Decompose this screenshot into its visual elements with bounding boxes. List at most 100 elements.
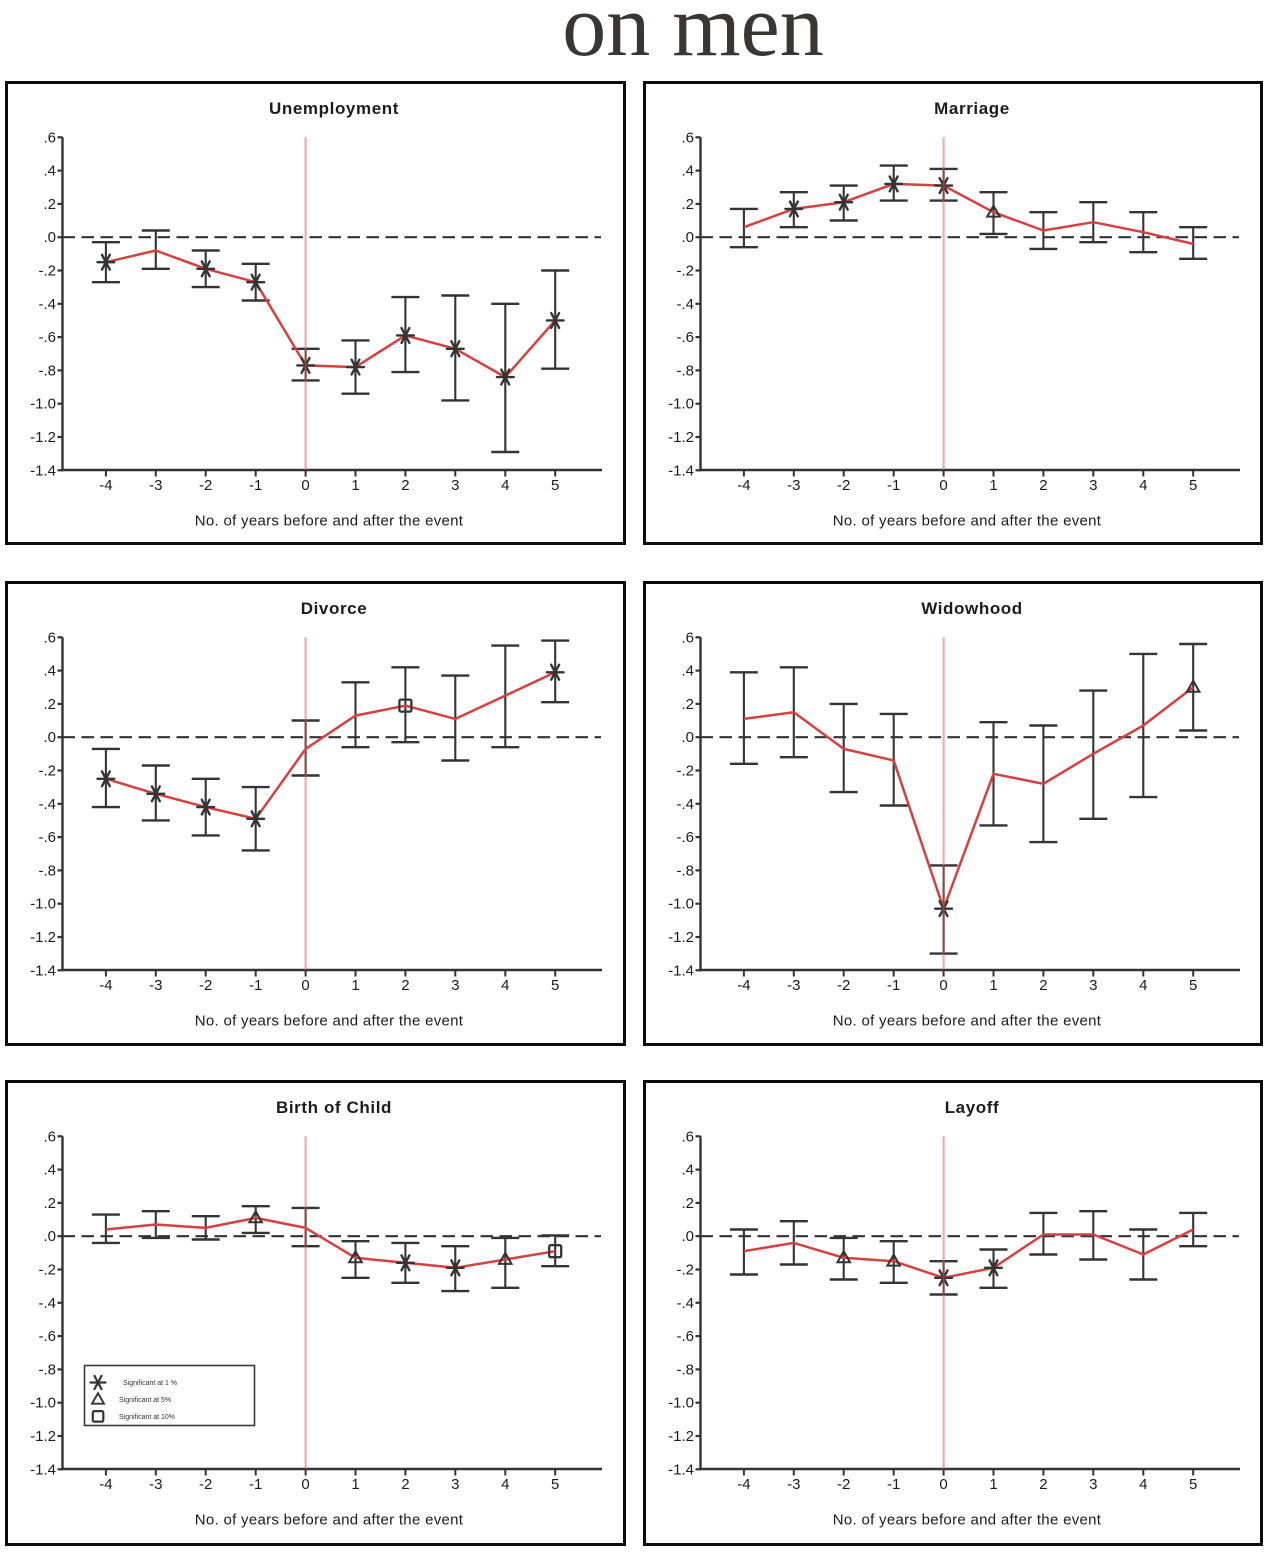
svg-text:4: 4: [1139, 1476, 1147, 1493]
svg-text:-2: -2: [199, 1476, 212, 1493]
svg-text:-1.2: -1.2: [30, 429, 56, 446]
svg-text:-4: -4: [737, 977, 750, 994]
svg-text:4: 4: [501, 1476, 509, 1493]
svg-text:-1: -1: [249, 477, 262, 494]
svg-text:-4: -4: [99, 977, 112, 994]
svg-text:-1: -1: [887, 977, 900, 994]
svg-text:-1.0: -1.0: [30, 896, 56, 913]
svg-text:-2: -2: [837, 477, 850, 494]
svg-text:1: 1: [989, 477, 997, 494]
svg-text:-1.4: -1.4: [668, 1461, 694, 1478]
svg-text:0: 0: [939, 477, 947, 494]
svg-text:-1.4: -1.4: [30, 462, 56, 479]
svg-text:-.4: -.4: [38, 796, 56, 813]
svg-text:-1: -1: [249, 977, 262, 994]
svg-text:-.2: -.2: [38, 263, 56, 280]
svg-text:-1.4: -1.4: [30, 1461, 56, 1478]
svg-text:.4: .4: [43, 1162, 56, 1179]
svg-text:5: 5: [551, 1476, 559, 1493]
svg-text:3: 3: [1089, 1476, 1097, 1493]
svg-text:-.2: -.2: [676, 763, 694, 780]
svg-text:4: 4: [501, 477, 509, 494]
svg-text:-3: -3: [787, 977, 800, 994]
svg-text:-1.4: -1.4: [30, 962, 56, 979]
svg-text:-.4: -.4: [676, 796, 694, 813]
svg-text:.2: .2: [681, 696, 694, 713]
svg-text:-1.2: -1.2: [668, 929, 694, 946]
svg-text:-.4: -.4: [676, 296, 694, 313]
svg-text:No. of years before and after: No. of years before and after the event: [833, 1013, 1102, 1030]
svg-text:.6: .6: [43, 1128, 56, 1145]
svg-text:Marriage: Marriage: [934, 99, 1010, 118]
svg-text:-.2: -.2: [38, 763, 56, 780]
svg-text:-.6: -.6: [38, 829, 56, 846]
svg-text:-.4: -.4: [38, 296, 56, 313]
svg-text:3: 3: [451, 477, 459, 494]
svg-text:-.6: -.6: [676, 829, 694, 846]
svg-text:.6: .6: [43, 629, 56, 646]
svg-text:-.8: -.8: [676, 362, 694, 379]
svg-text:-2: -2: [837, 977, 850, 994]
svg-text:-4: -4: [737, 1476, 750, 1493]
svg-text:-.4: -.4: [676, 1295, 694, 1312]
svg-text:-1.2: -1.2: [30, 929, 56, 946]
svg-text:-1.0: -1.0: [668, 1395, 694, 1412]
svg-text:.2: .2: [43, 196, 56, 213]
svg-text:2: 2: [401, 977, 409, 994]
svg-text:-1.0: -1.0: [668, 896, 694, 913]
svg-text:-3: -3: [787, 1476, 800, 1493]
svg-text:-.2: -.2: [676, 263, 694, 280]
svg-text:Widowhood: Widowhood: [921, 599, 1023, 618]
svg-text:.4: .4: [681, 663, 694, 680]
svg-text:-3: -3: [149, 977, 162, 994]
svg-text:-.6: -.6: [38, 1328, 56, 1345]
svg-text:1: 1: [989, 1476, 997, 1493]
svg-text:No. of years before and after: No. of years before and after the event: [195, 513, 464, 530]
svg-text:Divorce: Divorce: [301, 599, 368, 618]
svg-text:No. of years before and after: No. of years before and after the event: [833, 1512, 1102, 1529]
svg-text:0: 0: [301, 477, 309, 494]
svg-text:2: 2: [401, 477, 409, 494]
svg-text:3: 3: [451, 977, 459, 994]
svg-text:Layoff: Layoff: [945, 1098, 1000, 1117]
svg-text:No. of years before and after: No. of years before and after the event: [833, 513, 1102, 530]
svg-text:-.8: -.8: [676, 1361, 694, 1378]
svg-text:.6: .6: [681, 129, 694, 146]
svg-text:-.2: -.2: [38, 1262, 56, 1279]
svg-text:-.6: -.6: [676, 1328, 694, 1345]
svg-text:5: 5: [551, 977, 559, 994]
svg-text:-1.2: -1.2: [668, 429, 694, 446]
svg-text:4: 4: [1139, 977, 1147, 994]
svg-text:.0: .0: [43, 229, 56, 246]
svg-text:2: 2: [1039, 477, 1047, 494]
svg-text:0: 0: [301, 1476, 309, 1493]
svg-text:1: 1: [989, 977, 997, 994]
svg-text:.6: .6: [681, 1128, 694, 1145]
svg-text:-.8: -.8: [38, 1361, 56, 1378]
svg-text:1: 1: [351, 977, 359, 994]
svg-text:-1.0: -1.0: [30, 396, 56, 413]
svg-text:-1.4: -1.4: [668, 462, 694, 479]
svg-text:Significant at 5%: Significant at 5%: [119, 1397, 171, 1404]
svg-text:3: 3: [451, 1476, 459, 1493]
svg-text:-.8: -.8: [38, 862, 56, 879]
svg-text:5: 5: [1189, 977, 1197, 994]
svg-text:2: 2: [1039, 1476, 1047, 1493]
svg-text:-2: -2: [837, 1476, 850, 1493]
svg-text:2: 2: [1039, 977, 1047, 994]
svg-text:.2: .2: [43, 696, 56, 713]
svg-text:-.6: -.6: [676, 329, 694, 346]
svg-text:-4: -4: [99, 1476, 112, 1493]
svg-text:4: 4: [501, 977, 509, 994]
svg-text:Significant at 10%: Significant at 10%: [119, 1414, 175, 1421]
svg-text:-3: -3: [149, 1476, 162, 1493]
svg-text:-1: -1: [249, 1476, 262, 1493]
svg-text:-1: -1: [887, 477, 900, 494]
svg-text:1: 1: [351, 477, 359, 494]
svg-text:.2: .2: [43, 1195, 56, 1212]
svg-text:-1.2: -1.2: [668, 1428, 694, 1445]
svg-text:-4: -4: [99, 477, 112, 494]
svg-text:.2: .2: [681, 1195, 694, 1212]
svg-text:0: 0: [301, 977, 309, 994]
svg-text:-4: -4: [737, 477, 750, 494]
